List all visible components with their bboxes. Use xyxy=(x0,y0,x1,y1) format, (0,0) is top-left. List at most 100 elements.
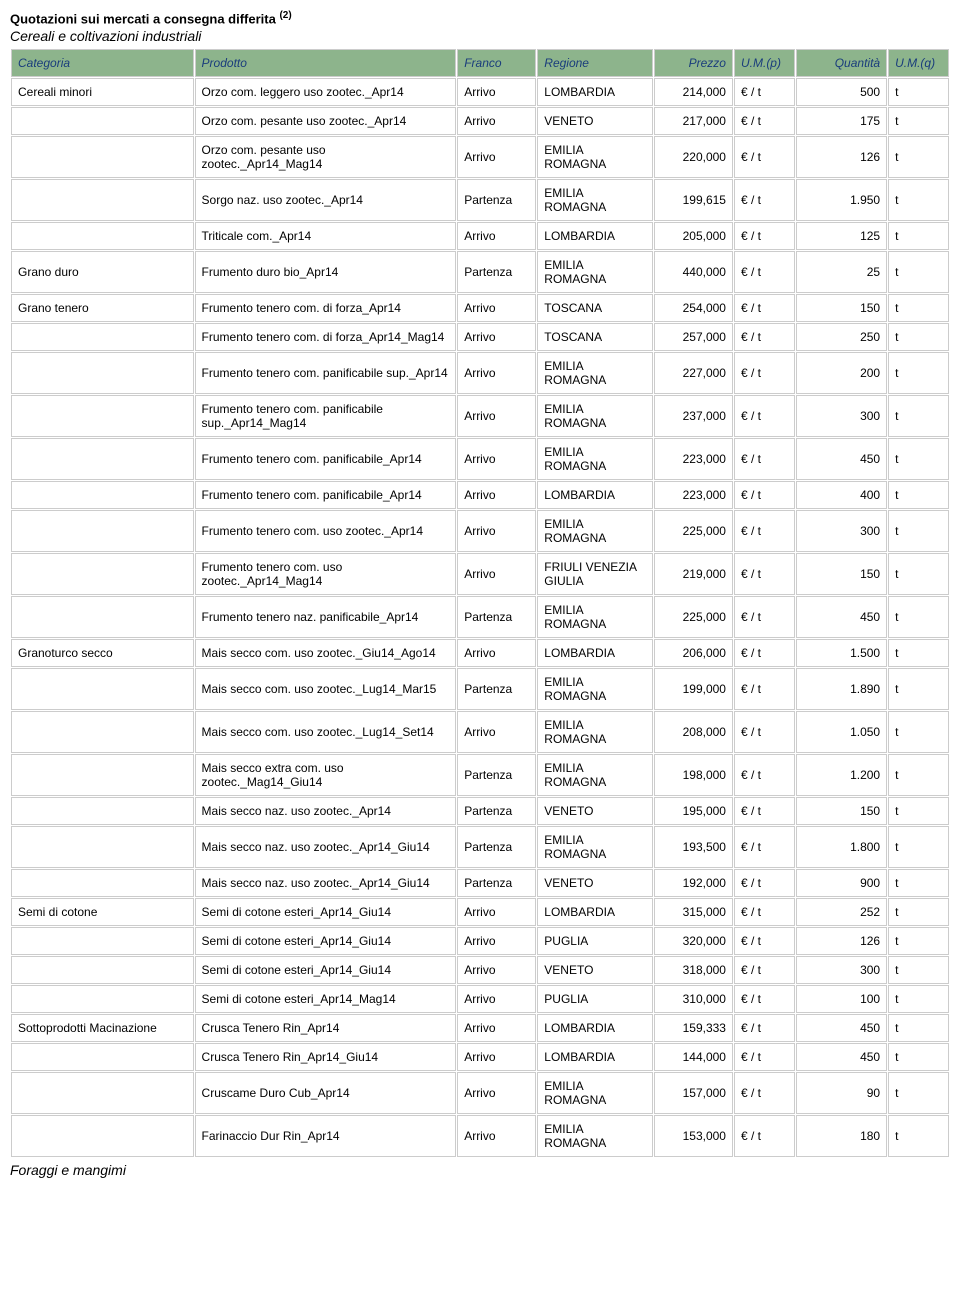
cell-categoria xyxy=(11,1043,194,1071)
page-title: Quotazioni sui mercati a consegna differ… xyxy=(10,10,950,26)
cell-categoria xyxy=(11,754,194,796)
cell-quantita: 1.950 xyxy=(796,179,887,221)
cell-regione: EMILIA ROMAGNA xyxy=(537,668,653,710)
cell-umq: t xyxy=(888,1014,949,1042)
cell-umq: t xyxy=(888,956,949,984)
section-title: Cereali e coltivazioni industriali xyxy=(10,28,950,44)
cell-prezzo: 214,000 xyxy=(654,78,733,106)
table-row: Frumento tenero com. panificabile_Apr14A… xyxy=(11,481,949,509)
cell-ump: € / t xyxy=(734,927,795,955)
cell-franco: Arrivo xyxy=(457,927,536,955)
cell-prodotto: Orzo com. leggero uso zootec._Apr14 xyxy=(195,78,457,106)
cell-categoria: Semi di cotone xyxy=(11,898,194,926)
cell-regione: EMILIA ROMAGNA xyxy=(537,596,653,638)
cell-quantita: 300 xyxy=(796,956,887,984)
cell-prezzo: 320,000 xyxy=(654,927,733,955)
cell-regione: EMILIA ROMAGNA xyxy=(537,179,653,221)
table-row: Granoturco seccoMais secco com. uso zoot… xyxy=(11,639,949,667)
cell-franco: Partenza xyxy=(457,754,536,796)
cell-ump: € / t xyxy=(734,136,795,178)
cell-regione: FRIULI VENEZIA GIULIA xyxy=(537,553,653,595)
table-row: Mais secco naz. uso zootec._Apr14_Giu14P… xyxy=(11,826,949,868)
cell-categoria xyxy=(11,438,194,480)
page-title-sup: (2) xyxy=(279,10,291,21)
col-ump: U.M.(p) xyxy=(734,49,795,77)
cell-ump: € / t xyxy=(734,179,795,221)
table-row: Grano teneroFrumento tenero com. di forz… xyxy=(11,294,949,322)
cell-prodotto: Frumento tenero com. di forza_Apr14 xyxy=(195,294,457,322)
cell-quantita: 252 xyxy=(796,898,887,926)
cell-prodotto: Crusca Tenero Rin_Apr14_Giu14 xyxy=(195,1043,457,1071)
cell-prodotto: Frumento tenero com. panificabile sup._A… xyxy=(195,352,457,394)
table-row: Mais secco com. uso zootec._Lug14_Set14A… xyxy=(11,711,949,753)
cell-prodotto: Mais secco naz. uso zootec._Apr14 xyxy=(195,797,457,825)
cell-prodotto: Frumento duro bio_Apr14 xyxy=(195,251,457,293)
cell-prezzo: 159,333 xyxy=(654,1014,733,1042)
table-row: Cruscame Duro Cub_Apr14ArrivoEMILIA ROMA… xyxy=(11,1072,949,1114)
cell-ump: € / t xyxy=(734,481,795,509)
cell-regione: TOSCANA xyxy=(537,294,653,322)
cell-quantita: 150 xyxy=(796,294,887,322)
table-row: Frumento tenero com. panificabile sup._A… xyxy=(11,352,949,394)
cell-prodotto: Semi di cotone esteri_Apr14_Giu14 xyxy=(195,956,457,984)
table-row: Semi di cotoneSemi di cotone esteri_Apr1… xyxy=(11,898,949,926)
cell-franco: Arrivo xyxy=(457,1014,536,1042)
table-row: Semi di cotone esteri_Apr14_Giu14ArrivoP… xyxy=(11,927,949,955)
cell-ump: € / t xyxy=(734,797,795,825)
cell-categoria: Granoturco secco xyxy=(11,639,194,667)
cell-quantita: 450 xyxy=(796,1014,887,1042)
cell-regione: EMILIA ROMAGNA xyxy=(537,826,653,868)
cell-regione: EMILIA ROMAGNA xyxy=(537,251,653,293)
cell-quantita: 1.500 xyxy=(796,639,887,667)
cell-ump: € / t xyxy=(734,553,795,595)
cell-regione: VENETO xyxy=(537,107,653,135)
cell-quantita: 300 xyxy=(796,510,887,552)
cell-umq: t xyxy=(888,668,949,710)
cell-franco: Arrivo xyxy=(457,1115,536,1157)
cell-categoria xyxy=(11,927,194,955)
cell-franco: Arrivo xyxy=(457,510,536,552)
table-row: Crusca Tenero Rin_Apr14_Giu14ArrivoLOMBA… xyxy=(11,1043,949,1071)
cell-ump: € / t xyxy=(734,898,795,926)
table-row: Frumento tenero com. uso zootec._Apr14Ar… xyxy=(11,510,949,552)
table-row: Sottoprodotti MacinazioneCrusca Tenero R… xyxy=(11,1014,949,1042)
cell-quantita: 450 xyxy=(796,596,887,638)
cell-quantita: 180 xyxy=(796,1115,887,1157)
cell-prodotto: Crusca Tenero Rin_Apr14 xyxy=(195,1014,457,1042)
cell-umq: t xyxy=(888,596,949,638)
table-row: Orzo com. pesante uso zootec._Apr14Arriv… xyxy=(11,107,949,135)
cell-categoria: Grano duro xyxy=(11,251,194,293)
cell-prodotto: Semi di cotone esteri_Apr14_Giu14 xyxy=(195,927,457,955)
cell-umq: t xyxy=(888,438,949,480)
cell-categoria xyxy=(11,222,194,250)
col-quantita: Quantità xyxy=(796,49,887,77)
cell-ump: € / t xyxy=(734,1115,795,1157)
cell-regione: LOMBARDIA xyxy=(537,1043,653,1071)
cell-franco: Arrivo xyxy=(457,1043,536,1071)
cell-franco: Arrivo xyxy=(457,78,536,106)
cell-prezzo: 225,000 xyxy=(654,596,733,638)
cell-ump: € / t xyxy=(734,754,795,796)
cell-umq: t xyxy=(888,711,949,753)
cell-franco: Arrivo xyxy=(457,639,536,667)
cell-regione: EMILIA ROMAGNA xyxy=(537,711,653,753)
cell-franco: Partenza xyxy=(457,251,536,293)
cell-prezzo: 157,000 xyxy=(654,1072,733,1114)
cell-prezzo: 254,000 xyxy=(654,294,733,322)
cell-umq: t xyxy=(888,179,949,221)
cell-prezzo: 217,000 xyxy=(654,107,733,135)
table-row: Mais secco naz. uso zootec._Apr14Partenz… xyxy=(11,797,949,825)
cell-prodotto: Sorgo naz. uso zootec._Apr14 xyxy=(195,179,457,221)
cell-umq: t xyxy=(888,754,949,796)
cell-prodotto: Frumento tenero naz. panificabile_Apr14 xyxy=(195,596,457,638)
cell-categoria xyxy=(11,107,194,135)
cell-prezzo: 199,000 xyxy=(654,668,733,710)
cell-prodotto: Cruscame Duro Cub_Apr14 xyxy=(195,1072,457,1114)
cell-umq: t xyxy=(888,107,949,135)
cell-quantita: 250 xyxy=(796,323,887,351)
cell-umq: t xyxy=(888,797,949,825)
cell-categoria xyxy=(11,553,194,595)
cell-quantita: 1.800 xyxy=(796,826,887,868)
cell-prezzo: 220,000 xyxy=(654,136,733,178)
cell-categoria xyxy=(11,1072,194,1114)
